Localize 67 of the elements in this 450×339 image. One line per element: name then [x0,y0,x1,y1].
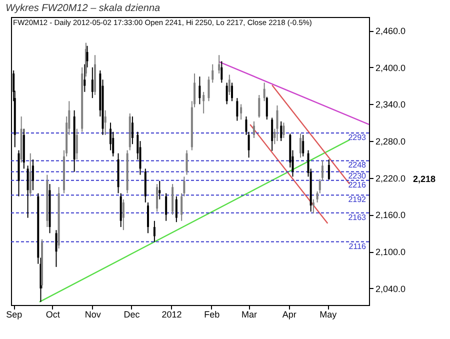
candlestick [252,120,255,138]
y-tick-label: 2,280.0 [376,136,406,147]
candlestick [153,220,156,242]
candlestick [231,82,234,102]
candlestick [76,128,78,160]
candlestick [26,165,29,218]
ref-line-label: 2248 [348,160,367,170]
candlestick [91,66,94,99]
candlestick [131,116,134,145]
ref-line-label: 2216 [348,180,367,190]
y-tick-label: 2,220.0 [376,173,406,184]
candlestick [158,180,161,200]
x-tick-label: Nov [84,310,102,320]
chart-title: Wykres FW20M12 – skala dzienna [6,3,161,14]
ref-line-label: 2293 [348,133,367,142]
candlestick [328,158,330,180]
candlestick [258,94,260,118]
candlestick [263,82,266,102]
x-tick-label: May [320,310,338,320]
candlestick [122,198,124,231]
candlestick [202,91,205,114]
candlestick [218,54,220,74]
candlestick [245,116,248,136]
ref-line-label: 2163 [348,212,367,222]
candlestick [165,192,168,222]
candlestick [156,184,158,212]
candlestick [146,202,149,234]
y-tick-label: 2,160.0 [376,210,406,220]
candlestick [300,133,302,158]
candlestick [55,230,58,268]
candlestick [271,117,274,152]
candlestick [240,104,242,120]
candlestick [312,198,314,214]
candlestick [198,76,201,105]
candlestick [302,134,304,157]
candlestick [236,98,238,122]
ref-line-label: 2116 [348,242,367,251]
text: 2,218 [413,174,436,184]
y-tick-label: 2,400.0 [376,62,406,73]
candlestick [32,158,34,191]
candlestick [248,131,250,158]
y-tick-label: 2,100.0 [376,247,406,258]
y-tick-label: 2,340.0 [376,100,406,110]
x-tick-label: Feb [204,310,220,320]
candlestick [282,122,285,138]
x-tick-label: Mar [242,310,258,320]
candlestick [29,152,32,197]
ref-line-label: 2230 [348,172,367,181]
candlestick [212,64,214,84]
candlestick [186,150,188,176]
candlestick [280,120,282,142]
ref-line-label: 2192 [348,195,367,204]
x-tick-label: 2012 [162,310,182,320]
candlestick [266,96,268,120]
x-tick-label: Oct [46,310,60,320]
candlestick [208,76,210,102]
candlestick [226,82,228,105]
candlestick [276,104,278,142]
candlestick [220,60,223,84]
candlestick [175,196,178,223]
candlestick [228,74,230,96]
candlestick [104,110,106,136]
x-tick-label: Sep [6,310,22,320]
y-tick-label: 2,460.0 [376,26,406,36]
y-tick-label: 2,040.0 [376,284,406,294]
x-tick-label: Apr [282,310,296,320]
x-tick-label: Dec [124,310,140,320]
